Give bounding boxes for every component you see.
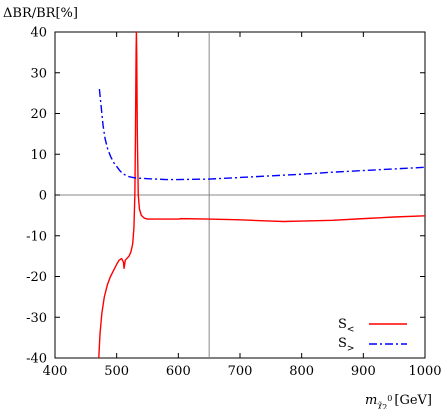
x-tick-label: 1000 (408, 364, 441, 379)
y-tick-label: 10 (30, 148, 47, 163)
x-axis-title-main: m (365, 393, 377, 408)
x-tick-label: 500 (104, 364, 129, 379)
tick-labels: 400 500 600 700 800 900 1000 -40 -30 -20 -10 0 10 20 3… (26, 26, 441, 380)
x-axis-title-unit: [GeV] (394, 393, 432, 408)
series-line-s-less (98, 31, 426, 359)
y-tick-label: 0 (39, 189, 47, 204)
x-tick-label: 600 (166, 364, 191, 379)
y-tick-label: -10 (26, 229, 47, 244)
legend-label-s-less: S< (338, 317, 354, 335)
legend-label-s-less-main: S (338, 317, 347, 332)
series-line-s-greater (98, 88, 426, 181)
x-axis-title-sup: 0 (387, 394, 392, 403)
x-axis-title: mχ̃20 [GeV] (365, 393, 432, 409)
y-tick-label: 20 (30, 107, 47, 122)
x-tick-label: 900 (351, 364, 376, 379)
legend-label-s-less-sub: < (347, 325, 355, 335)
legend-label-s-greater: S> (338, 336, 354, 354)
y-tick-label: -20 (26, 270, 47, 285)
series-layer (98, 31, 426, 359)
x-tick-label: 800 (289, 364, 314, 379)
y-tick-label: -40 (26, 352, 47, 367)
y-tick-label: -30 (26, 311, 47, 326)
x-tick-label: 400 (43, 364, 68, 379)
x-axis-title-subsub: 2 (382, 403, 387, 409)
x-axis-title-sub: χ̃ (377, 401, 382, 409)
legend: S< S> (338, 317, 407, 354)
axis-ticks (54, 31, 426, 359)
y-tick-label: 40 (30, 26, 47, 41)
legend-label-s-greater-main: S (338, 336, 347, 351)
y-tick-label: 30 (30, 66, 47, 81)
legend-label-s-greater-sub: > (347, 344, 355, 354)
x-tick-label: 700 (228, 364, 253, 379)
y-axis-title: ΔBR/BR[%] (3, 6, 78, 21)
